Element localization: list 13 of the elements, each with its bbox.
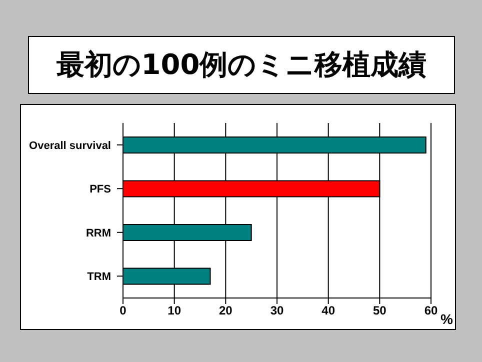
chart-title: 最初の100例のミニ移植成績	[28, 36, 455, 94]
x-tick-label: 0	[120, 304, 127, 318]
y-tick-label: PFS	[90, 184, 111, 196]
x-tick-label: 50	[372, 304, 387, 318]
x-tick-label: 40	[322, 304, 336, 318]
x-tick-label: 10	[168, 304, 182, 318]
x-tick-label: 20	[218, 304, 233, 318]
x-tick-label: 30	[270, 304, 284, 318]
y-tick-label: RRM	[86, 227, 111, 240]
y-tick-label: TRM	[87, 271, 111, 284]
x-tick-label: 60	[424, 304, 438, 318]
y-tick-label: Overall survival	[29, 140, 111, 152]
x-axis-title: %	[440, 311, 453, 327]
